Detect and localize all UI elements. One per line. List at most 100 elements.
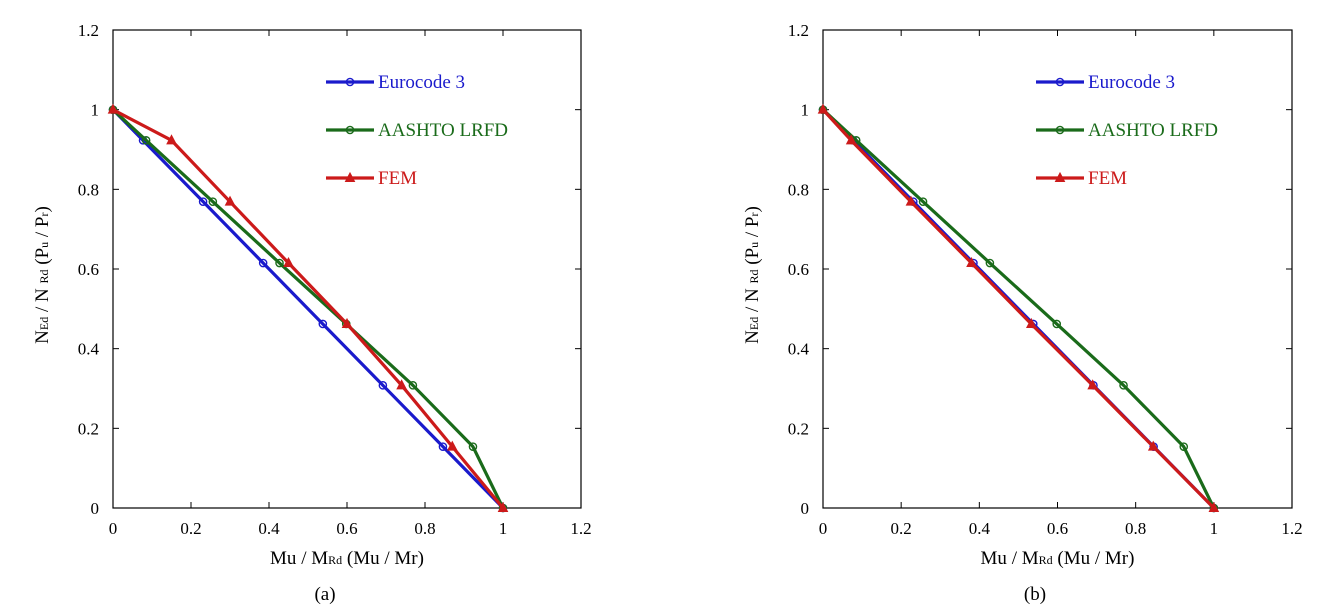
legend-label: FEM — [378, 168, 417, 189]
y-axis-label-part: / N — [32, 284, 53, 317]
x-tick-label: 0.8 — [414, 519, 435, 538]
data-point-triangle — [1087, 379, 1099, 390]
legend-label: AASHTO LRFD — [1088, 120, 1218, 141]
data-point-circle — [378, 381, 388, 390]
series-eurocode-3 — [108, 105, 508, 513]
x-axis-label-part: Mu — [270, 548, 297, 569]
data-point-triangle — [905, 195, 917, 206]
legend: Eurocode 3 AASHTO LRFD FEM — [326, 72, 508, 189]
data-point-circle — [1119, 381, 1128, 390]
data-point-circle — [208, 197, 218, 206]
y-axis-label-part: Rd — [37, 270, 51, 284]
y-tick-label: 0.4 — [788, 340, 810, 359]
x-axis-label-part: (Mu / Mr) — [342, 548, 424, 569]
legend-label: FEM — [1088, 168, 1127, 189]
chart-panel-1: 0 0.2 0.4 0.6 0.8 1 1.2 0 0.2 0.4 0.6 0.8 1 1.2 Mu / M… — [32, 21, 592, 605]
x-tick-label: 0.4 — [258, 519, 280, 538]
data-point-circle — [985, 258, 995, 268]
y-tick-label: 1 — [801, 101, 810, 120]
y-axis-label-part: ) — [32, 206, 53, 212]
x-axis-label-part: / M — [296, 548, 328, 569]
plot-frame — [112, 29, 582, 509]
legend-label: Eurocode 3 — [1088, 72, 1175, 93]
y-tick-label: 0.8 — [78, 180, 99, 199]
y-axis-label-part: (P — [32, 248, 53, 270]
data-point-triangle — [817, 103, 829, 114]
y-tick-label: 1.2 — [78, 21, 99, 40]
data-point-circle — [275, 258, 284, 268]
x-tick-label: 1 — [499, 519, 508, 538]
y-tick-label: 0.2 — [788, 419, 809, 438]
legend: Eurocode 3 AASHTO LRFD FEM — [1036, 72, 1218, 189]
data-point-circle — [141, 136, 151, 145]
y-tick-label: 0.6 — [78, 260, 99, 279]
data-point-triangle — [107, 103, 119, 114]
chart-panel-2: 0 0.2 0.4 0.6 0.8 1 1.2 0 0.2 0.4 0.6 0.8 1 1.2 Mu / M… — [742, 21, 1303, 605]
data-point-triangle — [966, 256, 977, 268]
y-axis-label-part: Ed — [37, 317, 51, 330]
data-point-circle — [408, 381, 418, 390]
x-axis-label-part: (Mu / Mr) — [1053, 548, 1135, 569]
data-point-circle — [258, 258, 268, 268]
x-tick-label: 1.2 — [570, 519, 591, 538]
y-axis-label-part: r — [747, 212, 761, 216]
y-axis-label-part: (P — [742, 248, 763, 270]
x-tick-label: 1 — [1210, 519, 1219, 538]
y-axis-label: NEd / N Rd (Pu / Pr) — [742, 206, 763, 344]
y-tick-label: 0 — [91, 499, 100, 518]
legend-label: AASHTO LRFD — [378, 120, 508, 141]
x-axis-label: Mu / MRd (Mu / Mr) — [270, 548, 424, 569]
y-axis-label-part: Rd — [747, 270, 761, 284]
data-point-triangle — [224, 195, 236, 206]
y-tick-label: 0 — [801, 499, 810, 518]
x-axis-label: Mu / MRd (Mu / Mr) — [981, 548, 1135, 569]
series-line — [821, 108, 1216, 509]
legend-marker-circle — [1055, 77, 1065, 87]
y-axis-label-part: / P — [742, 216, 763, 241]
y-tick-label: 1.2 — [788, 21, 809, 40]
y-axis-label-part: / P — [32, 216, 53, 241]
data-point-triangle — [1025, 317, 1037, 328]
data-point-triangle — [845, 134, 857, 145]
data-point-circle — [318, 319, 328, 329]
x-axis-label-part: Rd — [1039, 553, 1053, 567]
data-point-circle — [468, 442, 478, 451]
y-tick-label: 1 — [91, 101, 100, 120]
series-line — [111, 108, 505, 509]
legend-marker-circle — [345, 125, 355, 135]
series-line — [821, 108, 1215, 510]
y-axis-label-part: Ed — [747, 317, 761, 330]
panel-caption: (b) — [1024, 584, 1046, 605]
data-point-circle — [1179, 442, 1189, 451]
data-point-circle — [198, 197, 208, 206]
series-line — [111, 108, 505, 510]
x-tick-label: 0.6 — [1047, 519, 1068, 538]
x-axis-label-part: / M — [1007, 548, 1039, 569]
data-point-triangle — [1208, 501, 1220, 512]
legend-label: Eurocode 3 — [378, 72, 465, 93]
y-tick-label: 0.4 — [78, 340, 100, 359]
y-axis-label-part: u — [747, 242, 761, 248]
data-point-triangle — [283, 256, 294, 268]
y-axis-label-part: ) — [742, 206, 763, 212]
x-axis-label-part: Rd — [328, 553, 342, 567]
data-point-circle — [918, 197, 928, 206]
data-point-triangle — [1147, 440, 1159, 451]
x-tick-label: 0.2 — [180, 519, 201, 538]
x-tick-label: 0.8 — [1125, 519, 1146, 538]
y-axis-label-part: N — [742, 330, 763, 344]
legend-marker-triangle — [344, 171, 356, 182]
y-axis-label-part: r — [37, 212, 51, 216]
legend-marker-circle — [1055, 125, 1065, 135]
x-tick-label: 0.6 — [336, 519, 357, 538]
x-tick-label: 1.2 — [1281, 519, 1302, 538]
legend-marker-triangle — [1054, 171, 1066, 182]
series-fem — [817, 103, 1220, 512]
x-tick-label: 0.4 — [969, 519, 991, 538]
legend-marker-circle — [345, 77, 355, 87]
y-axis-label-part: N — [32, 330, 53, 344]
y-tick-label: 0.8 — [788, 180, 809, 199]
data-point-circle — [438, 442, 448, 451]
plot-frame — [822, 29, 1293, 509]
